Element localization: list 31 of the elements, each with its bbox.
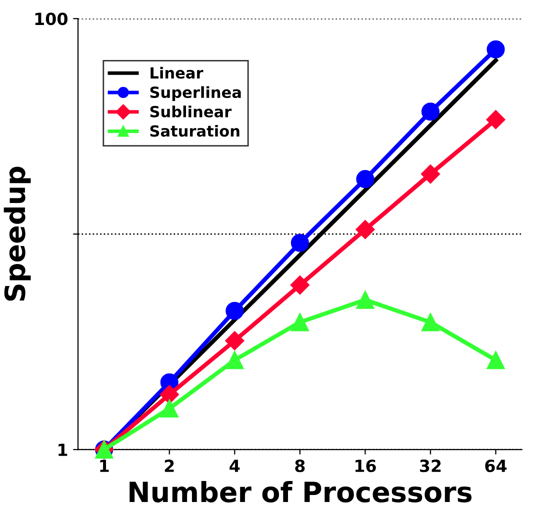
x-tick-label: 32: [420, 460, 441, 472]
point: [421, 313, 440, 332]
x-tick-label: 64: [485, 460, 507, 472]
legend-label: Saturation: [150, 124, 240, 137]
point: [356, 290, 374, 309]
point: [486, 110, 506, 130]
point: [160, 385, 179, 404]
point: [486, 351, 505, 370]
x-tick-label: 1: [100, 460, 109, 472]
x-tick-label: 16: [355, 460, 376, 472]
point: [290, 313, 309, 332]
point: [356, 220, 375, 240]
point: [421, 102, 440, 121]
point: [226, 302, 244, 320]
point: [290, 234, 309, 252]
point: [160, 400, 178, 418]
x-tick-label: 4: [230, 460, 240, 472]
x-axis-title: Number of Processors: [130, 480, 472, 502]
x-tick-label: 8: [295, 460, 305, 472]
point: [290, 276, 310, 295]
y-tick-label: 100: [35, 12, 68, 26]
legend-label: Linear: [150, 66, 204, 79]
legend-label: Sublinear: [150, 106, 232, 118]
point: [486, 40, 505, 58]
point: [226, 351, 244, 370]
point: [420, 164, 440, 184]
point: [225, 331, 244, 350]
y-axis-title: Speedup: [4, 166, 31, 301]
x-tick-label: 2: [164, 460, 174, 472]
legend-label: Superlinea: [150, 86, 241, 101]
point: [356, 170, 374, 188]
